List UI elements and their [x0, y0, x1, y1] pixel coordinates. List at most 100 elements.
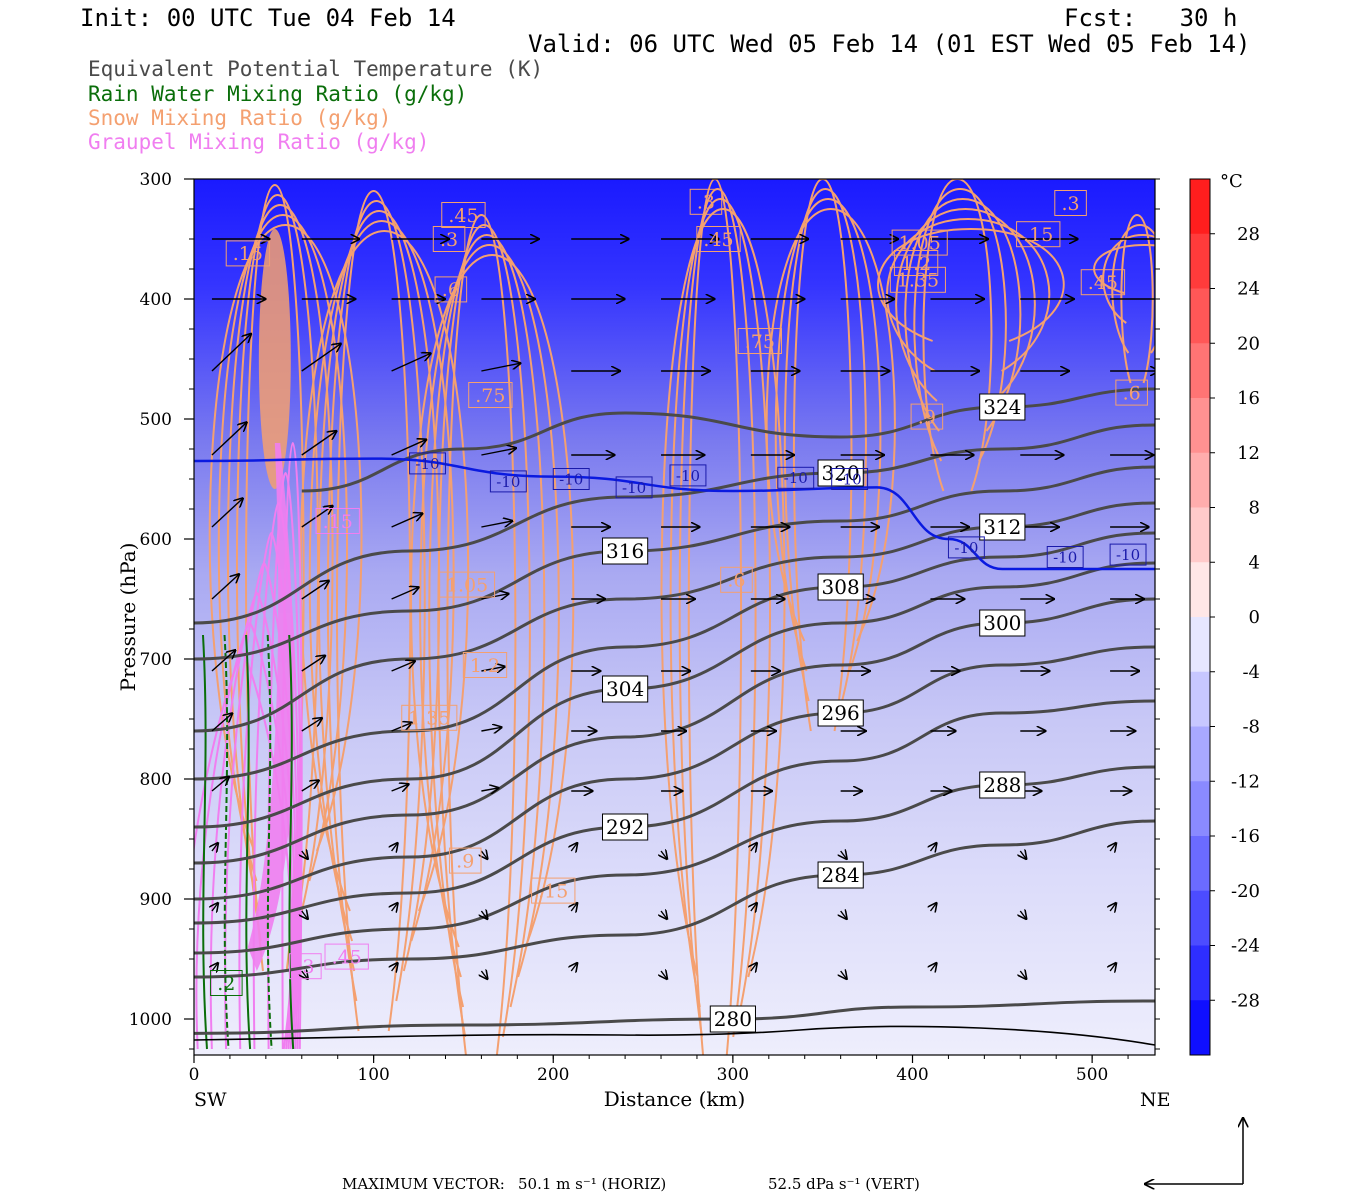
svg-text:.3: .3 — [440, 229, 458, 251]
snow-contour — [877, 227, 1065, 342]
y-tick-label: 900 — [140, 890, 172, 910]
wind-vector — [301, 656, 325, 672]
svg-text:.3: .3 — [697, 192, 715, 214]
colorbar-segment — [1190, 507, 1210, 563]
rain-contour — [201, 634, 208, 1050]
wind-vector — [301, 506, 333, 528]
plot-frame — [193, 178, 1156, 1056]
wind-vector — [661, 911, 667, 919]
colorbar-tick-label: -24 — [1231, 936, 1260, 957]
colorbar-tick-label: -20 — [1231, 881, 1260, 902]
svg-text:-10: -10 — [1053, 548, 1077, 566]
wind-vector — [301, 581, 329, 600]
terrain-line — [194, 1025, 1155, 1046]
colorbar-tick-label: -16 — [1231, 826, 1260, 847]
wind-vector — [212, 963, 218, 971]
svg-text:.6: .6 — [442, 279, 460, 301]
colorbar-segment — [1190, 617, 1210, 673]
colorbar-tick-label: 4 — [1249, 552, 1260, 573]
wind-vector — [481, 727, 501, 731]
svg-text:-10: -10 — [1116, 546, 1140, 564]
snow-contour — [1111, 223, 1155, 354]
svg-text:292: 292 — [606, 815, 644, 839]
svg-text:.6: .6 — [727, 570, 745, 592]
x-tick-label: 0 — [189, 1065, 200, 1085]
colorbar-segment — [1190, 671, 1210, 727]
wind-vector — [930, 963, 936, 971]
snow-label: .9 — [910, 403, 944, 430]
snow-label: .45 — [441, 202, 486, 228]
colorbar-segment — [1190, 452, 1210, 508]
svg-text:320: 320 — [822, 461, 860, 485]
wind-vector — [661, 971, 667, 979]
snow-contour — [904, 197, 1022, 432]
x-tick-label: 400 — [896, 1065, 928, 1085]
colorbar-tick-label: 24 — [1237, 279, 1260, 300]
wind-vector — [930, 843, 936, 851]
wind-vector — [391, 784, 409, 791]
snow-label: .6 — [1115, 379, 1148, 406]
colorbar-segment — [1190, 288, 1210, 344]
theta-e-label-312: 312 — [979, 513, 1026, 541]
wind-vector — [481, 788, 498, 791]
wind-vector — [392, 843, 398, 851]
svg-text:284: 284 — [822, 863, 860, 887]
forecast-hour: Fcst: 30 h — [1064, 4, 1238, 32]
y-tick-label: 800 — [140, 770, 172, 790]
wind-vector — [391, 661, 415, 672]
wind-vector — [211, 777, 229, 792]
isotherm-label: -10 — [409, 452, 446, 475]
colorbar-tick-label: 0 — [1249, 607, 1260, 628]
wind-vector — [751, 843, 757, 851]
y-tick-label: 500 — [140, 410, 172, 430]
wind-vector — [1110, 903, 1116, 911]
max-vector-vert: 52.5 dPa s⁻¹ (VERT) — [768, 1175, 920, 1193]
snow-label: 1.2 — [893, 250, 939, 276]
isotherm-minus10 — [194, 457, 1155, 571]
theta-e-contour-296 — [194, 645, 1155, 901]
wind-vector — [1020, 851, 1026, 859]
snow-contour — [1093, 243, 1155, 294]
wind-vector — [212, 843, 218, 851]
svg-text:288: 288 — [983, 773, 1021, 797]
colorbar-tick-label: -4 — [1242, 662, 1260, 683]
isotherm-label: -10 — [1109, 543, 1147, 566]
wind-vector — [1020, 971, 1026, 979]
snow-label: 1.05 — [891, 229, 948, 256]
wind-vector — [301, 431, 337, 456]
x-tick-label: 300 — [717, 1065, 749, 1085]
x-tick-label: 200 — [537, 1065, 569, 1085]
y-axis-label: Pressure (hPa) — [116, 543, 140, 692]
svg-text:1.35: 1.35 — [897, 270, 939, 292]
colorbar-segment — [1190, 343, 1210, 399]
theta-e-label-284: 284 — [817, 861, 864, 889]
theta-e-label-296: 296 — [817, 699, 864, 727]
snow-contour — [336, 189, 412, 1032]
colorbar-segment — [1190, 836, 1210, 892]
legend-rain: Rain Water Mixing Ratio (g/kg) — [88, 82, 468, 106]
wind-vector — [1110, 963, 1116, 971]
isotherm-label: -10 — [669, 464, 707, 487]
snow-label: .3 — [689, 188, 723, 215]
snow-contour — [326, 199, 426, 1002]
svg-text:.45: .45 — [448, 205, 478, 227]
colorbar-unit: °C — [1220, 171, 1243, 192]
colorbar-segment — [1190, 562, 1210, 618]
svg-text:.3: .3 — [296, 956, 314, 978]
colorbar-segment — [1190, 945, 1210, 1001]
graupel-contour — [238, 531, 299, 1050]
svg-text:1.05: 1.05 — [446, 574, 488, 596]
theta-e-label-316: 316 — [602, 537, 649, 565]
theta-e-label-324: 324 — [979, 393, 1026, 421]
max-vector-horiz: 50.1 m s⁻¹ (HORIZ) — [518, 1175, 667, 1193]
wind-vector — [211, 334, 251, 372]
isotherm-label: -10 — [489, 470, 527, 493]
wind-vector — [301, 344, 341, 372]
isotherm-label: -10 — [947, 536, 985, 559]
snow-contour — [419, 243, 560, 978]
svg-text:-10: -10 — [838, 470, 862, 488]
snow-label: .9 — [448, 847, 482, 874]
rain-label: .2 — [210, 970, 243, 996]
isotherm-label: -10 — [552, 468, 590, 490]
theta-e-label-280: 280 — [709, 1005, 756, 1033]
